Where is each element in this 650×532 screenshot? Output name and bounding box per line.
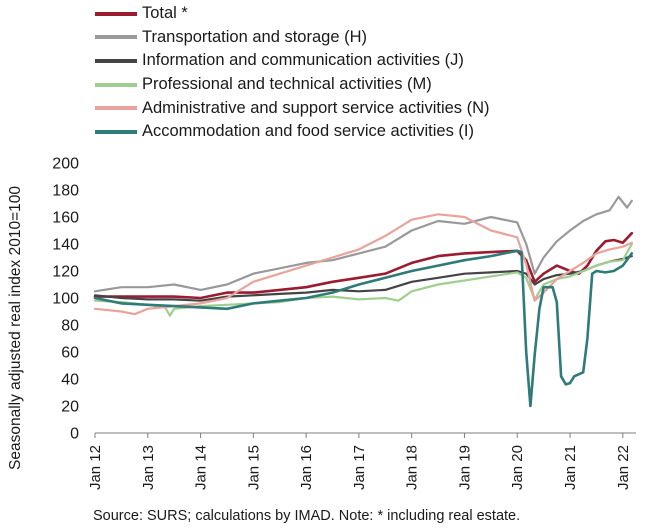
x-tick-label: Jan 13 (140, 445, 157, 490)
x-tick-label: Jan 20 (509, 445, 526, 490)
y-tick-label: 140 (52, 237, 79, 254)
y-tick-label: 200 (52, 156, 79, 173)
legend-item: Total * (95, 2, 490, 26)
legend-swatch (95, 129, 137, 134)
legend-swatch (95, 106, 137, 111)
source-note: Source: SURS; calculations by IMAD. Note… (93, 508, 521, 524)
legend-item: Professional and technical activities (M… (95, 73, 490, 97)
x-tick-label: Jan 18 (404, 445, 421, 490)
x-tick-label: Jan 12 (87, 445, 104, 490)
y-tick-label: 80 (61, 318, 79, 335)
legend-item: Administrative and support service activ… (95, 96, 490, 120)
x-tick-label: Jan 22 (615, 445, 632, 490)
legend-item: Accommodation and food service activitie… (95, 120, 490, 144)
legend-swatch (95, 82, 137, 87)
series-line (93, 213, 633, 316)
x-tick-label: Jan 21 (562, 445, 579, 490)
line-chart: Seasonally adjusted real index 2010=100 … (7, 156, 636, 490)
series-line (93, 242, 633, 317)
legend-swatch (95, 11, 137, 16)
series-lines (93, 195, 634, 408)
y-tick-label: 100 (52, 291, 79, 308)
legend-item: Transportation and storage (H) (95, 26, 490, 50)
x-tick-label: Jan 19 (456, 445, 473, 490)
x-axis-ticks: Jan 12 Jan 13 Jan 14 Jan 15 Jan 16 Jan 17 Jan … (87, 433, 632, 490)
legend-swatch (95, 58, 137, 63)
y-axis-label: Seasonally adjusted real index 2010=100 (7, 186, 24, 470)
x-tick-label: Jan 16 (298, 445, 315, 490)
x-tick-label: Jan 15 (245, 445, 262, 490)
legend-item: Information and communication activities… (95, 49, 490, 73)
y-tick-label: 120 (52, 264, 79, 281)
series-line (93, 231, 634, 300)
legend: Total * Transportation and storage (H) I… (95, 2, 490, 144)
y-tick-label: 180 (52, 183, 79, 200)
legend-label: Total * (142, 4, 188, 23)
y-tick-label: 160 (52, 210, 79, 227)
legend-label: Administrative and support service activ… (142, 98, 490, 117)
legend-swatch (95, 35, 137, 40)
series-line (93, 195, 633, 293)
y-tick-label: 20 (61, 399, 79, 416)
legend-label: Transportation and storage (H) (142, 27, 367, 46)
x-tick-label: Jan 14 (193, 445, 210, 490)
series-line (93, 249, 634, 408)
y-tick-label: 0 (70, 426, 79, 443)
legend-label: Information and communication activities… (142, 51, 464, 70)
legend-label: Accommodation and food service activitie… (142, 122, 474, 141)
y-axis-ticks: 0 20 40 60 80 100 120 140 160 180 200 (52, 156, 79, 443)
legend-label: Professional and technical activities (M… (142, 75, 432, 94)
x-tick-label: Jan 17 (351, 445, 368, 490)
y-tick-label: 40 (61, 372, 79, 389)
y-tick-label: 60 (61, 345, 79, 362)
